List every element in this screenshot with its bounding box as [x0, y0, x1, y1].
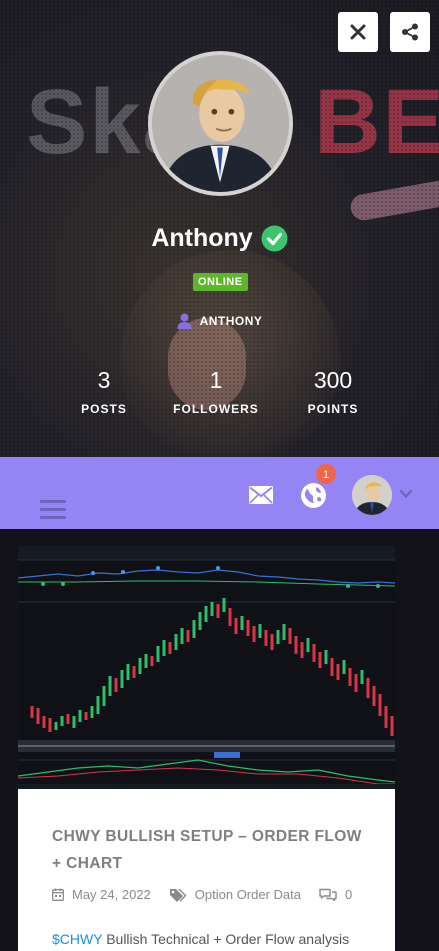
points-count: 300: [313, 367, 353, 393]
stat-points[interactable]: 300 POINTS: [290, 366, 376, 416]
points-label: POINTS: [307, 402, 359, 416]
post-thumbnail[interactable]: [18, 546, 395, 789]
hamburger-icon[interactable]: [40, 500, 66, 520]
excerpt-text: Bullish Technical + Order Flow analysis: [102, 931, 350, 947]
profile-role: ANTHONY: [0, 313, 439, 329]
followers-label: FOLLOWERS: [173, 402, 259, 416]
close-button[interactable]: [338, 12, 378, 52]
banner-art-detail: [168, 318, 246, 410]
role-label: ANTHONY: [199, 314, 263, 328]
user-icon: [177, 313, 192, 329]
post-date: May 24, 2022: [72, 887, 151, 902]
top-toolbar: [0, 457, 439, 529]
post-meta: May 24, 2022 Option Order Data 0: [52, 887, 392, 902]
post-comment-count[interactable]: 0: [345, 887, 353, 902]
stock-chart-image: [18, 546, 395, 789]
chevron-down-icon[interactable]: [399, 488, 413, 500]
globe-icon[interactable]: [300, 482, 327, 509]
avatar-image: [152, 55, 289, 192]
profile-avatar: [148, 51, 293, 196]
stat-followers[interactable]: 1 FOLLOWERS: [166, 366, 266, 416]
share-button[interactable]: [390, 12, 430, 52]
share-icon: [402, 23, 418, 41]
online-status-badge: ONLINE: [193, 273, 248, 291]
stat-posts[interactable]: 3 POSTS: [62, 366, 146, 416]
tags-icon: [169, 888, 187, 902]
profile-name-row: Anthony: [0, 224, 439, 253]
calendar-icon: [52, 888, 64, 901]
posts-feed: CHWY BULLISH SETUP – ORDER FLOW + CHART …: [0, 529, 439, 951]
envelope-icon[interactable]: [248, 485, 274, 505]
posts-label: POSTS: [81, 402, 127, 416]
post-excerpt: $CHWY Bullish Technical + Order Flow ana…: [52, 931, 392, 947]
close-icon: [350, 24, 366, 40]
post-card: CHWY BULLISH SETUP – ORDER FLOW + CHART …: [18, 546, 395, 951]
check-circle-icon: [261, 225, 288, 252]
account-avatar-image: [352, 475, 392, 515]
ticker-link[interactable]: $CHWY: [52, 931, 103, 947]
post-title[interactable]: CHWY BULLISH SETUP – ORDER FLOW + CHART: [52, 828, 362, 872]
comments-icon: [319, 888, 337, 901]
post-category[interactable]: Option Order Data: [194, 887, 301, 902]
notification-badge: 1: [315, 463, 337, 485]
posts-count: 3: [97, 367, 111, 393]
followers-count: 1: [209, 367, 223, 393]
account-avatar[interactable]: [352, 475, 392, 515]
profile-name: Anthony: [151, 224, 253, 252]
profile-banner: Skary BE: [0, 0, 439, 457]
